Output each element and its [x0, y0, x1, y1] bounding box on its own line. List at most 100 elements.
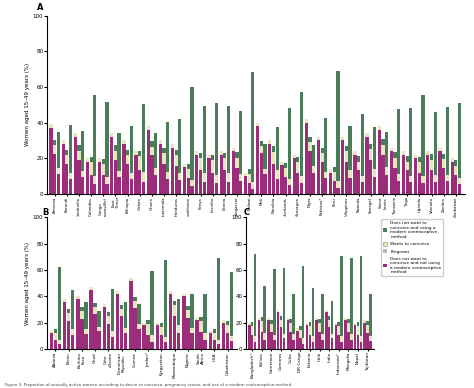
- Bar: [254, 336, 256, 342]
- Bar: [409, 176, 412, 182]
- Bar: [174, 166, 178, 194]
- Bar: [164, 342, 167, 349]
- Bar: [251, 182, 255, 189]
- Bar: [318, 322, 321, 332]
- Bar: [124, 328, 128, 333]
- Bar: [347, 322, 350, 332]
- Bar: [261, 332, 263, 349]
- Bar: [239, 174, 242, 181]
- Bar: [251, 335, 254, 349]
- Bar: [267, 317, 270, 320]
- Bar: [393, 158, 397, 168]
- Bar: [369, 160, 373, 194]
- Bar: [102, 307, 106, 349]
- Bar: [366, 333, 369, 349]
- Bar: [329, 173, 332, 194]
- Bar: [373, 170, 376, 177]
- Bar: [50, 333, 53, 349]
- Bar: [223, 170, 227, 194]
- Bar: [397, 181, 401, 194]
- Text: C: C: [243, 208, 249, 217]
- Bar: [328, 327, 330, 349]
- Bar: [177, 333, 180, 349]
- Bar: [357, 322, 359, 326]
- Bar: [309, 142, 311, 151]
- Bar: [80, 307, 83, 311]
- Bar: [130, 126, 133, 173]
- Bar: [137, 304, 141, 324]
- Bar: [67, 321, 70, 349]
- Text: Figure 2: Proportion of sexually active women according to desire to conceive, p: Figure 2: Proportion of sexually active …: [5, 383, 291, 387]
- Bar: [138, 170, 141, 194]
- Bar: [236, 168, 238, 194]
- Bar: [277, 310, 280, 312]
- Bar: [309, 322, 311, 326]
- Bar: [331, 334, 333, 338]
- Bar: [202, 182, 206, 194]
- Bar: [227, 173, 230, 182]
- Bar: [264, 144, 266, 169]
- Bar: [317, 137, 320, 140]
- Bar: [300, 183, 303, 194]
- Bar: [101, 164, 105, 175]
- Bar: [385, 167, 388, 175]
- Bar: [142, 172, 145, 182]
- Bar: [107, 312, 110, 316]
- Bar: [381, 156, 384, 194]
- Bar: [321, 334, 324, 341]
- Bar: [299, 338, 301, 349]
- Bar: [272, 164, 275, 194]
- Bar: [217, 345, 220, 349]
- Bar: [275, 127, 279, 170]
- Bar: [451, 158, 454, 162]
- Bar: [71, 290, 74, 329]
- Bar: [71, 329, 74, 335]
- Bar: [366, 322, 369, 326]
- Bar: [268, 140, 272, 144]
- Bar: [199, 321, 203, 332]
- Bar: [146, 320, 150, 324]
- Bar: [208, 155, 210, 158]
- Bar: [397, 174, 401, 181]
- Bar: [160, 335, 163, 349]
- Bar: [345, 162, 348, 194]
- Bar: [142, 104, 145, 172]
- Bar: [318, 332, 321, 349]
- Bar: [270, 332, 273, 349]
- Bar: [290, 332, 292, 349]
- Bar: [187, 178, 190, 194]
- Bar: [321, 294, 324, 334]
- Bar: [275, 170, 279, 179]
- Bar: [438, 151, 442, 194]
- Bar: [199, 152, 202, 158]
- Bar: [166, 171, 169, 179]
- Bar: [264, 174, 266, 194]
- Bar: [335, 323, 337, 326]
- Bar: [177, 325, 180, 333]
- Bar: [328, 320, 330, 327]
- Bar: [402, 155, 405, 194]
- Bar: [50, 331, 53, 333]
- Bar: [90, 175, 93, 194]
- Bar: [49, 128, 53, 194]
- Bar: [264, 341, 266, 349]
- Bar: [247, 169, 251, 174]
- Bar: [222, 320, 225, 323]
- Bar: [101, 159, 105, 164]
- Bar: [390, 147, 393, 151]
- Bar: [114, 160, 117, 194]
- Bar: [409, 108, 412, 176]
- Bar: [357, 156, 360, 161]
- Bar: [290, 322, 292, 332]
- Bar: [190, 294, 193, 328]
- Bar: [309, 335, 311, 349]
- Y-axis label: Women aged 15–49 years (%): Women aged 15–49 years (%): [25, 63, 30, 146]
- Bar: [280, 320, 283, 327]
- Bar: [203, 294, 207, 333]
- Bar: [160, 323, 163, 327]
- Bar: [84, 334, 88, 349]
- Bar: [260, 141, 263, 146]
- Bar: [406, 170, 409, 194]
- Bar: [54, 329, 57, 333]
- Bar: [406, 161, 409, 170]
